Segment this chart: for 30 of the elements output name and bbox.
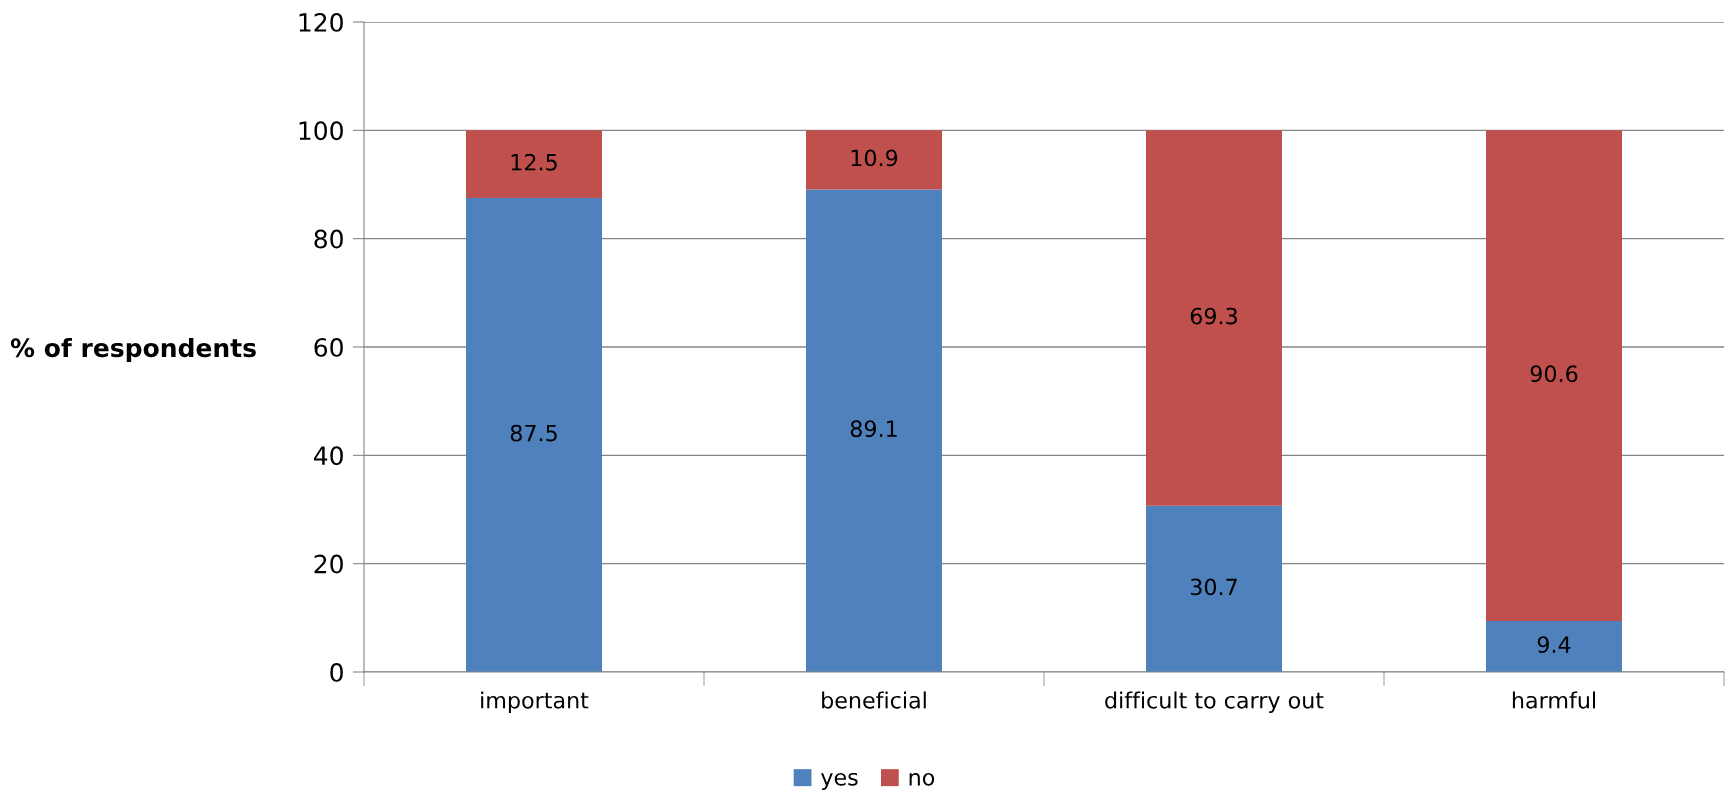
data-label: 90.6 bbox=[1530, 365, 1578, 383]
bar bbox=[806, 189, 942, 672]
y-tick-label: 120 bbox=[299, 12, 343, 32]
y-tick-label: 80 bbox=[314, 229, 343, 249]
y-tick-label: 100 bbox=[299, 121, 343, 141]
y-axis-title: % of respondents bbox=[10, 337, 256, 363]
y-tick-label: 40 bbox=[313, 446, 343, 466]
data-label: 10.9 bbox=[851, 149, 898, 167]
data-label: 12.5 bbox=[511, 153, 557, 171]
y-tick-label: 0 bbox=[330, 662, 343, 682]
legend-label: yes bbox=[821, 772, 858, 790]
x-tick-label: harmful bbox=[1512, 691, 1596, 709]
bar bbox=[1146, 130, 1282, 506]
x-tick-label: difficult to carry out bbox=[1105, 691, 1324, 713]
data-label: 9.4 bbox=[1537, 636, 1571, 653]
data-label: 87.5 bbox=[510, 424, 557, 442]
x-tick-label: beneficial bbox=[822, 691, 926, 709]
data-label: 30.7 bbox=[1190, 578, 1237, 596]
y-tick-label: 60 bbox=[314, 337, 343, 357]
bar bbox=[1486, 621, 1622, 672]
bar bbox=[466, 130, 602, 199]
bar bbox=[806, 130, 942, 190]
data-label: 89.1 bbox=[850, 420, 897, 438]
bar bbox=[466, 198, 602, 672]
data-label: 69.3 bbox=[1190, 307, 1237, 325]
bar bbox=[1486, 130, 1622, 622]
bar bbox=[1146, 505, 1282, 672]
x-tick-label: important bbox=[481, 691, 589, 713]
y-tick-label: 20 bbox=[314, 554, 343, 574]
legend-label: no bbox=[909, 772, 935, 786]
